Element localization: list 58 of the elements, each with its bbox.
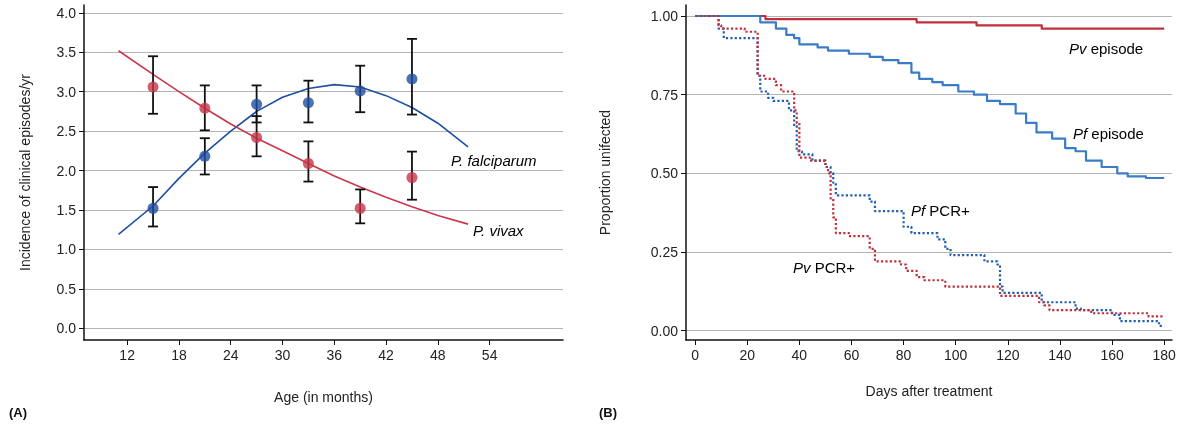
y-tick-label: 0.00 (650, 322, 679, 339)
point (199, 150, 211, 162)
y-tick-label: 1.5 (56, 201, 77, 218)
x-tick-label: 60 (843, 347, 860, 363)
y-axis-title: Incidence of clinical episodes/yr (17, 73, 33, 271)
point (302, 97, 314, 109)
text: (B) (599, 405, 618, 420)
x-tick-label: 42 (378, 347, 395, 363)
point (251, 98, 263, 110)
y-tick-label: 4.0 (56, 4, 77, 21)
x-tick-label: 40 (791, 347, 808, 363)
y-tick-label: 0.5 (56, 280, 77, 297)
series-label: P. falciparum (451, 151, 537, 169)
x-tick-label: 54 (481, 347, 498, 363)
point (147, 81, 159, 93)
y-tick-label: 2.0 (56, 162, 77, 179)
series-label: Pf episode (1073, 124, 1144, 142)
x-tick-label: 30 (274, 347, 291, 363)
y-tick-label: 3.5 (56, 44, 77, 61)
x-axis-title: Age (in months) (274, 389, 373, 405)
x-tick-label: 100 (944, 347, 968, 363)
x-axis-title: Days after treatment (865, 383, 993, 399)
x-tick-label: 18 (171, 347, 187, 363)
series-label: Pf PCR+ (911, 201, 971, 219)
y-tick-label: 1.00 (650, 8, 679, 25)
point (199, 102, 211, 114)
series-label: Pv episode (1069, 39, 1144, 57)
x-tick-label: 140 (1048, 347, 1072, 363)
point (406, 172, 418, 184)
point (354, 202, 366, 214)
x-tick-label: 20 (739, 347, 756, 363)
line-series (117, 83, 469, 236)
y-tick-label: 1.0 (56, 241, 77, 258)
series-label: P. vivax (473, 221, 525, 239)
y-tick-label: 0.75 (650, 86, 679, 103)
point (406, 73, 418, 85)
x-tick-label: 24 (222, 347, 239, 363)
y-tick-label: 3.0 (56, 83, 77, 100)
y-axis-title: Proportion unifected (597, 109, 613, 236)
point (147, 202, 159, 214)
y-tick-label: 2.5 (56, 123, 77, 140)
x-tick-label: 48 (430, 347, 446, 363)
x-tick-label: 180 (1152, 347, 1177, 363)
x-tick-label: 12 (119, 347, 136, 363)
x-tick-label: 80 (895, 347, 912, 363)
x-tick-label: 0 (691, 347, 700, 363)
x-tick-label: 120 (996, 347, 1020, 363)
text: (A) (9, 405, 28, 420)
point (302, 157, 314, 169)
point (354, 85, 366, 97)
x-tick-label: 36 (326, 347, 343, 363)
series-label: Pv PCR+ (793, 258, 856, 276)
point (251, 131, 263, 143)
y-tick-label: 0.0 (56, 320, 77, 337)
y-tick-label: 0.25 (650, 243, 679, 260)
y-tick-label: 0.50 (650, 165, 679, 182)
line-series (117, 49, 469, 225)
x-tick-label: 160 (1100, 347, 1124, 363)
